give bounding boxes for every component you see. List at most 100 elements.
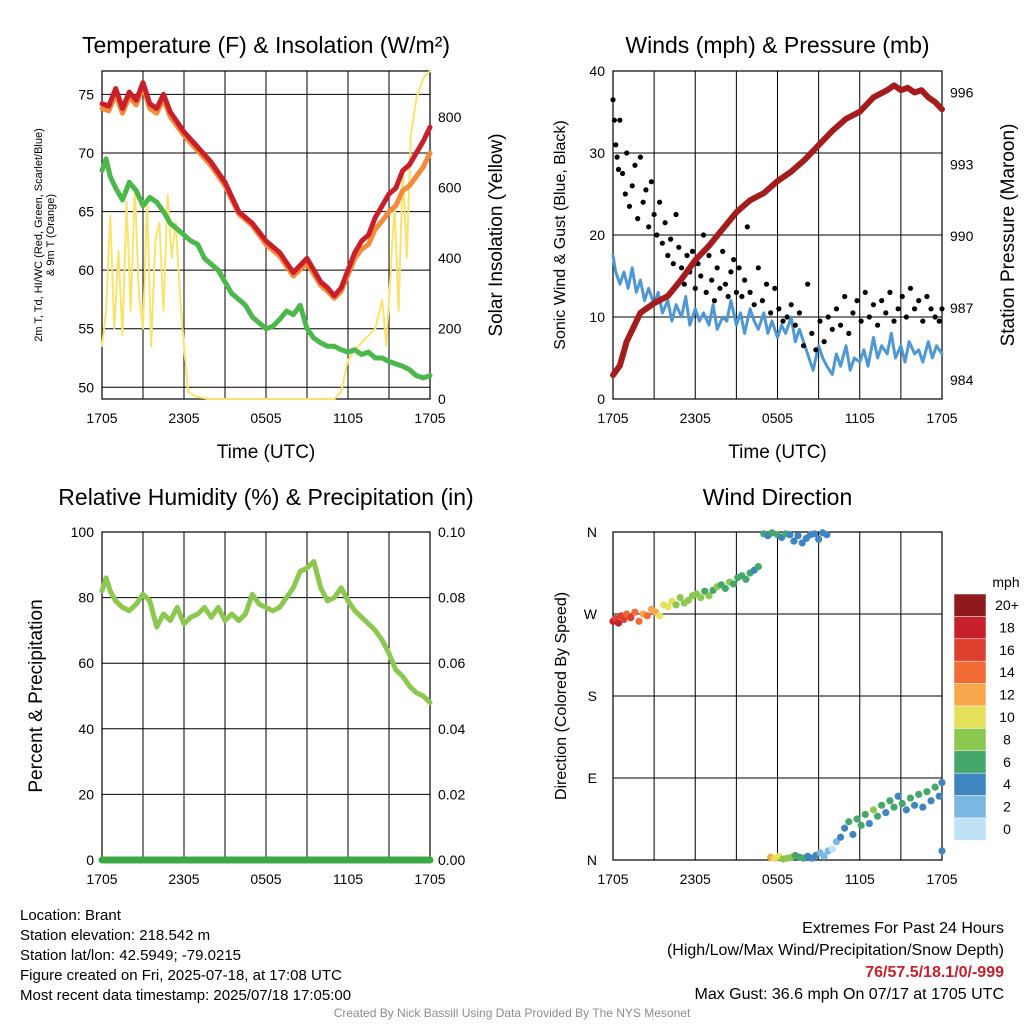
rh-ytick-label: 60 <box>78 655 94 671</box>
dir-point <box>790 537 798 545</box>
winds-gust-point <box>854 298 860 304</box>
winds-gust-point <box>821 339 827 345</box>
winds-gust-point <box>829 326 835 332</box>
temp-series-red-line <box>99 80 433 299</box>
temp-ytick-label: 55 <box>78 321 94 337</box>
dir-point <box>898 799 906 808</box>
figure-created: Figure created on Fri, 2025-07-18, at 17… <box>20 967 342 984</box>
winds-sonic-line <box>611 254 944 376</box>
winds-gust-point <box>624 150 630 156</box>
winds-gust-point <box>895 306 901 312</box>
winds-gust-point <box>755 265 761 271</box>
rh-y2tick-label: 0.06 <box>438 655 465 671</box>
winds-ytick-label: 40 <box>589 63 605 79</box>
winds-xtick-label: 1105 <box>845 410 875 426</box>
dir-point <box>927 797 935 805</box>
dir-point <box>845 818 853 826</box>
dir-point <box>886 797 894 805</box>
dir-point <box>853 815 861 823</box>
dir-point <box>919 803 927 811</box>
winds-gust-point <box>903 314 909 320</box>
dir-point <box>643 612 651 620</box>
winds-gust-point <box>654 232 660 238</box>
colorbar-label: 4 <box>1003 776 1011 792</box>
winds-gust-point <box>862 289 868 295</box>
dir-ytick-label: W <box>584 606 598 622</box>
temp-ylabel-line2: & 9m T (Orange) <box>45 194 57 276</box>
temp-ylabel: 2m T, Td, HI/WC (Red, Green, Scarlet/Blu… <box>33 128 45 342</box>
dir-xtick-label: 1105 <box>845 871 875 887</box>
dir-title: Wind Direction <box>703 484 853 510</box>
colorbar-swatch <box>953 817 987 841</box>
winds-gust-point <box>899 293 905 300</box>
winds-gust-point <box>911 306 918 312</box>
rh-xtick-label: 1105 <box>333 871 363 887</box>
colorbar-label: 0 <box>1003 821 1011 837</box>
winds-gust-point <box>614 154 620 160</box>
winds-gust-point <box>920 318 926 324</box>
winds-gust-point <box>792 322 798 328</box>
colorbar-swatch <box>953 772 987 796</box>
winds-gust-point <box>717 285 723 291</box>
temp-y2tick-label: 600 <box>438 179 462 195</box>
winds-gust-point <box>676 244 682 250</box>
dir-point <box>938 847 946 855</box>
winds-y2tick-label: 993 <box>950 156 974 172</box>
winds-gust-point <box>673 211 679 218</box>
winds-xtick-label: 1705 <box>597 410 628 426</box>
dir-point <box>635 617 643 625</box>
winds-gust-point <box>796 310 803 316</box>
rh-y2tick-label: 0.02 <box>438 786 465 802</box>
dir-point <box>938 778 946 787</box>
winds-gust-point <box>936 318 942 324</box>
winds-gust-point <box>780 318 786 324</box>
dir-xtick-label: 1705 <box>597 871 628 887</box>
temp-y2label: Solar Insolation (Yellow) <box>486 133 507 336</box>
colorbar-label: 6 <box>1003 754 1011 770</box>
rh-ytick-label: 80 <box>78 590 94 606</box>
dir-point <box>878 801 886 809</box>
colorbar-label: 12 <box>999 687 1015 703</box>
colorbar-label: 14 <box>999 664 1015 680</box>
dir-point <box>857 821 865 829</box>
winds-gust-point <box>833 306 840 312</box>
winds-gust-point <box>809 330 815 336</box>
dir-point <box>672 601 680 609</box>
winds-gust-point <box>722 281 729 287</box>
winds-gust-point <box>698 273 704 279</box>
colorbar-label: 18 <box>999 619 1015 635</box>
dir-point <box>931 783 939 791</box>
winds-gust-point <box>619 170 626 177</box>
winds-gust-point <box>646 224 652 230</box>
dir-xtick-label: 0505 <box>762 871 793 887</box>
colorbar-swatch <box>953 616 987 640</box>
station-latlon: Station lat/lon: 42.5949; -79.0215 <box>20 947 242 964</box>
winds-gust-point <box>751 302 757 308</box>
winds-y2label: Station Pressure (Maroon) <box>998 124 1019 347</box>
winds-gust-point <box>667 236 674 242</box>
rh-panel <box>98 531 434 864</box>
winds-gust-point <box>887 289 893 295</box>
extremes-panel: Extremes For Past 24 Hours (High/Low/Max… <box>667 918 1004 1006</box>
temp-ytick-label: 50 <box>78 379 94 395</box>
rh-xtick-label: 1705 <box>414 871 445 887</box>
temp-xtick-label: 1105 <box>333 410 363 426</box>
rh-y2tick-label: 0.04 <box>438 721 465 737</box>
winds-gust-point <box>711 298 718 304</box>
winds-gust-point <box>629 183 635 189</box>
temp-ytick-label: 65 <box>78 204 94 220</box>
winds-gust-point <box>763 281 770 287</box>
rh-title: Relative Humidity (%) & Precipitation (i… <box>58 484 473 510</box>
winds-gust-point <box>842 293 848 300</box>
temp-ytick-label: 60 <box>78 262 94 278</box>
winds-xtick-label: 0505 <box>762 410 793 426</box>
winds-gust-point <box>916 298 922 304</box>
dir-point <box>849 830 857 839</box>
winds-gust-point <box>744 224 750 230</box>
dir-ylabel: Direction (Colored By Speed) <box>553 592 570 800</box>
temp-ytick-label: 75 <box>78 86 94 102</box>
winds-gust-point <box>709 277 715 283</box>
winds-pressure-line <box>610 82 945 379</box>
dir-point <box>865 819 873 828</box>
winds-gust-point <box>692 285 698 291</box>
